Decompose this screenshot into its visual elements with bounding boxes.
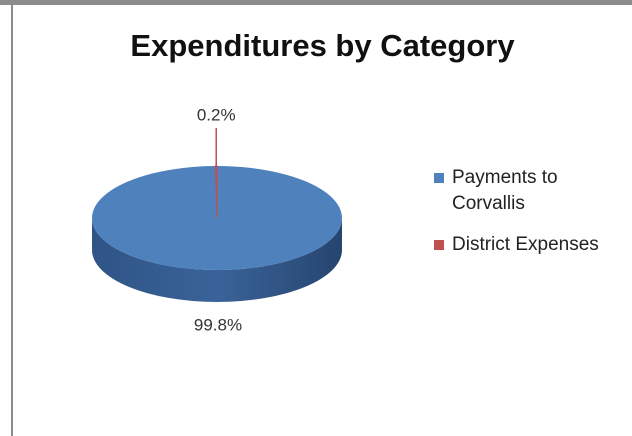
chart-title: Expenditures by Category bbox=[130, 28, 515, 63]
frame bbox=[0, 0, 632, 5]
pie-slice-side bbox=[92, 218, 342, 302]
legend-swatch bbox=[434, 173, 444, 183]
data-label: 0.2% bbox=[197, 105, 236, 124]
data-label: 99.8% bbox=[194, 315, 242, 334]
legend-label: District Expenses bbox=[452, 234, 599, 255]
legend-item: Payments to Corvallis bbox=[434, 165, 584, 217]
frame bbox=[11, 0, 13, 436]
legend-swatch bbox=[434, 240, 444, 250]
legend-item: District Expenses bbox=[434, 232, 619, 258]
legend-label: Payments to Corvallis bbox=[452, 167, 558, 214]
